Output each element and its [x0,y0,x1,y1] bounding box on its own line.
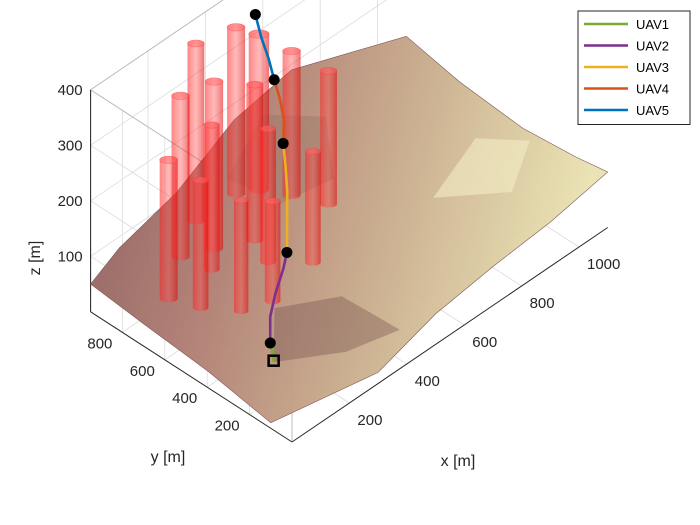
obstacle-cylinder [282,46,301,200]
z-tick-label: 300 [58,137,83,154]
cylinder-top [264,197,281,205]
obstacle-cylinder [159,155,178,303]
cylinder-top [187,39,205,48]
cylinder-top [282,46,301,56]
obstacle-cylinder [264,197,281,305]
y-tick-label: 200 [215,418,240,435]
obstacle-cylinders [159,23,338,315]
cylinder-body [233,197,249,315]
y-axis-label: y [m] [151,449,186,466]
y-axis-line [90,311,293,443]
waypoint-marker [268,74,280,86]
legend-label: UAV5 [636,103,669,118]
z-tick-label: 400 [58,82,83,99]
x-tick-label: 800 [530,295,555,312]
x-axis-label: x [m] [441,453,476,470]
cylinder-top [226,23,246,32]
terrain-shadow [273,296,400,363]
cylinder-top [203,121,220,129]
cylinder-body [320,67,337,208]
obstacle-cylinder [226,23,246,198]
waypoint-marker [281,246,293,258]
cylinder-body [159,156,178,303]
obstacle-cylinder [192,176,209,312]
uav-paths [249,8,293,367]
z-tick-label: 100 [58,248,83,265]
cylinder-top [192,176,209,184]
obstacle-cylinder [319,66,338,208]
waypoint-marker [277,137,289,149]
cylinder-top [204,77,224,86]
cylinder-body [305,148,321,266]
cylinder-top [304,147,322,155]
box-edge [90,0,224,91]
waypoint-marker [249,8,261,20]
cylinder-body [246,81,264,244]
legend-label: UAV3 [636,60,669,75]
x-tick-label: 1000 [587,256,620,273]
legend-label: UAV1 [636,17,669,32]
path-uav2 [268,251,289,345]
cylinder-body [192,176,209,312]
x-axis-line [291,227,608,443]
legend: UAV1 UAV2 UAV3 UAV4 UAV5 [577,10,691,125]
cylinder-body [264,197,281,305]
z-axis-label: z [m] [27,241,44,276]
tick-labels: 200 400 600 800 1000 200 400 600 800 100 200 300 400 [58,82,621,435]
grid-line [90,0,306,146]
obstacle-cylinder [233,196,249,315]
cylinder-top [246,80,264,89]
start-marker [267,354,280,367]
cylinder-body [227,23,246,198]
legend-label: UAV2 [636,39,669,54]
x-tick-label: 200 [357,412,382,429]
path-uav4 [272,78,286,145]
cylinder-top [233,196,249,204]
path-uav3 [281,142,289,254]
path-uav5 [254,13,276,82]
cylinder-body [282,47,301,200]
x-tick-label: 600 [472,334,497,351]
terrain-highlight [433,138,530,198]
cylinder-top [259,125,277,133]
obstacle-cylinder [246,80,264,244]
y-tick-label: 400 [172,390,197,407]
z-tick-label: 200 [58,193,83,210]
y-tick-label: 800 [87,335,112,352]
obstacle-cylinder [304,147,322,266]
legend-label: UAV4 [636,82,669,97]
cylinder-top [319,66,338,75]
cylinder-top [171,91,190,100]
cylinder-top [159,155,178,164]
waypoint-marker [264,337,276,349]
y-tick-label: 600 [130,363,155,380]
x-tick-label: 400 [415,373,440,390]
